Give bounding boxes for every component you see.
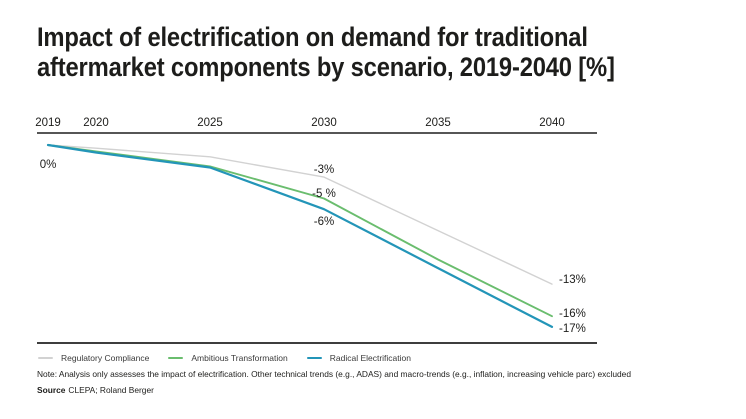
legend-dash-icon: [306, 356, 322, 360]
x-tick-label: 2019: [35, 117, 61, 129]
x-tick-label: 2020: [83, 117, 109, 129]
series-line-2: [46, 143, 554, 328]
x-tick-label: 2030: [311, 117, 337, 129]
mid-value-label: -5 %: [312, 187, 336, 200]
source-text: CLEPA; Roland Berger: [68, 385, 154, 395]
legend-item-0: Regulatory Compliance: [38, 353, 149, 363]
start-value-label: 0%: [39, 159, 57, 171]
end-value-label: -13%: [559, 274, 586, 287]
x-tick-label: 2040: [539, 117, 565, 129]
legend-label: Radical Electrification: [329, 353, 411, 363]
mid-value-label: -3%: [313, 164, 335, 177]
legend-item-1: Ambitious Transformation: [168, 353, 288, 363]
source-label: Source: [37, 385, 66, 395]
legend-item-2: Radical Electrification: [306, 353, 411, 363]
legend: Regulatory Compliance Ambitious Transform…: [38, 353, 430, 363]
chart-title-line2: aftermarket components by scenario, 2019…: [37, 51, 615, 82]
end-value-label: -16%: [559, 308, 586, 321]
chart-title: Impact of electrification on demand for …: [37, 22, 615, 82]
series-line-1: [47, 144, 553, 318]
legend-dash-icon: [168, 356, 184, 360]
x-tick-label: 2035: [425, 117, 451, 129]
footnote: Note: Analysis only assesses the impact …: [37, 369, 631, 379]
mid-value-label: -6%: [313, 216, 335, 229]
end-value-label: -17%: [559, 322, 586, 335]
source-line: Source CLEPA; Roland Berger: [37, 385, 154, 395]
legend-label: Regulatory Compliance: [61, 353, 150, 363]
legend-dash-icon: [38, 356, 53, 360]
x-tick-label: 2025: [197, 117, 223, 129]
legend-label: Ambitious Transformation: [191, 353, 288, 363]
chart-title-line1: Impact of electrification on demand for …: [37, 22, 588, 52]
series-line-0: [47, 144, 553, 285]
